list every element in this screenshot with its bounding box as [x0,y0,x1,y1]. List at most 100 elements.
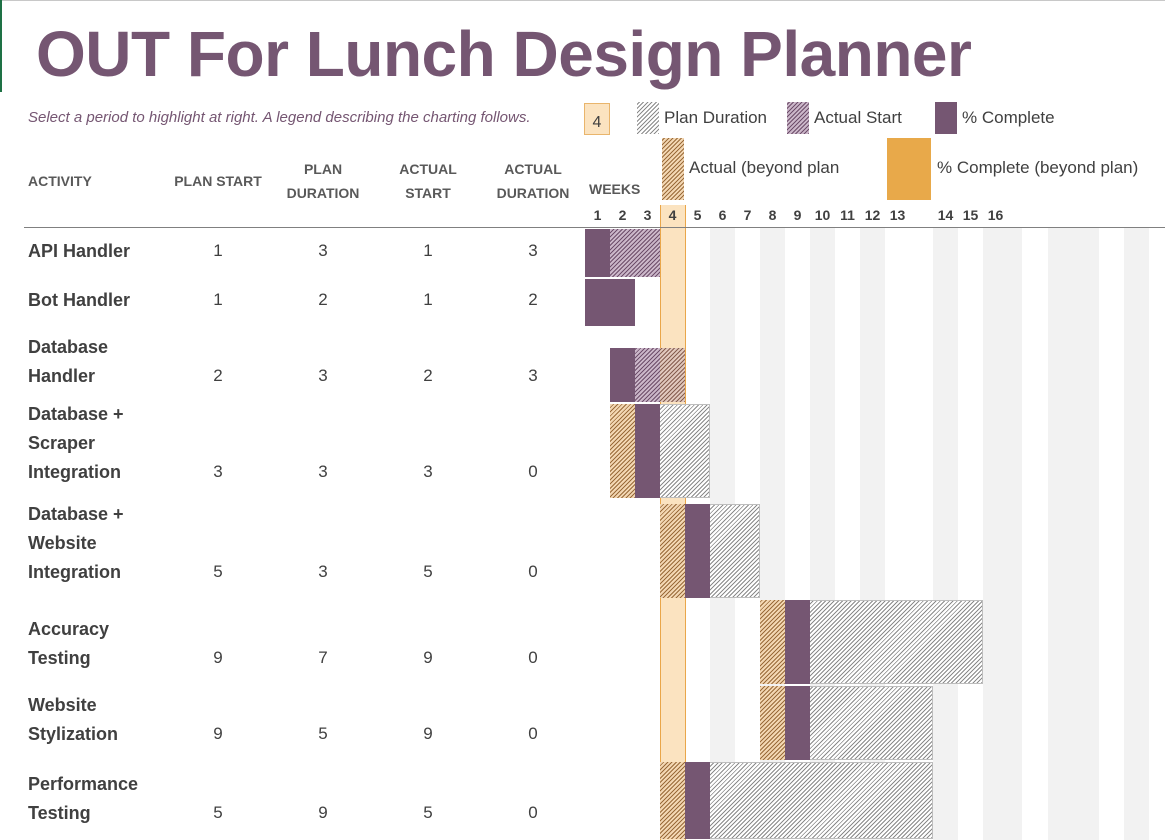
page-title: OUT For Lunch Design Planner [36,18,972,90]
activity-name: Database + [28,504,124,524]
week-number-label: 6 [718,207,727,223]
activity-actual-start-value: 9 [423,648,433,667]
activity-name: Database [28,337,109,357]
activity-name: Website [28,695,97,715]
column-header-plan-start: PLAN START [174,173,262,189]
activity-actual-start-value: 5 [423,803,433,822]
legend-plan-duration-label: Plan Duration [664,108,768,127]
activity-actual-start-value: 1 [423,241,433,260]
legend-actual-start-label: Actual Start [814,108,902,127]
week-number-label: 3 [643,207,652,223]
activity-plan-duration-value: 2 [318,290,328,309]
activity-actual-duration-value: 3 [528,366,538,385]
week-number-label: 11 [840,207,855,223]
week-number-label: 9 [793,207,802,223]
activity-actual-duration-value: 2 [528,290,538,309]
activity-plan-start-value: 2 [213,366,223,385]
gantt-bar-plan-duration [685,762,933,839]
activity-name: Performance [28,774,139,794]
week-number-label: 12 [864,207,881,223]
gantt-bar-plan-duration [785,600,983,684]
week-number-label: 10 [814,207,831,223]
activity-plan-duration-value: 3 [318,241,328,260]
header-divider [24,227,1165,228]
activity-name: Integration [28,562,121,582]
activity-name: Testing [28,803,91,823]
week-number-label: 1 [593,207,602,223]
legend-plan-duration-swatch [637,102,659,134]
gantt-bar-actual-beyond-plan [660,504,685,598]
gantt-bar-percent-complete [685,504,710,598]
activity-plan-start-value: 5 [213,803,223,822]
activity-name: Stylization [28,724,119,744]
column-header-actual-duration-line1: ACTUAL [504,161,562,177]
activity-name: Website [28,533,97,553]
gantt-bar-percent-complete [685,762,710,839]
activity-actual-start-value: 5 [423,562,433,581]
subtitle-instructions: Select a period to highlight at right. A… [28,109,531,126]
legend-percent-complete-label: % Complete [962,108,1055,127]
activity-plan-start-value: 5 [213,562,223,581]
column-header-activity: ACTIVITY [28,173,92,189]
activity-name: Testing [28,648,91,668]
column-header-actual-start-line2: START [405,185,451,201]
activity-plan-start-value: 1 [213,290,223,309]
gantt-column-stripe [1124,228,1149,840]
activity-name: Scraper [28,433,96,453]
activity-plan-duration-value: 3 [318,562,328,581]
column-header-actual-duration: ACTUAL DURATION [483,157,583,205]
column-header-plan-duration-line2: DURATION [286,185,360,201]
activity-plan-duration-value: 3 [318,462,328,481]
column-header-actual-duration-line2: DURATION [496,185,570,201]
column-header-plan-duration: PLAN DURATION [273,157,373,205]
activity-name: Integration [28,462,121,482]
activity-name: API Handler [28,241,131,261]
week-number-label: 8 [768,207,777,223]
column-header-plan-duration-line1: PLAN [303,161,343,177]
week-number-label: 7 [743,207,752,223]
activity-actual-duration-value: 0 [528,462,538,481]
activity-name: Database + [28,404,124,424]
week-number-label: 4 [668,207,677,223]
activity-plan-start-value: 3 [213,462,223,481]
gantt-bar-actual-beyond-plan [760,600,785,684]
gantt-bar-percent-complete [635,404,660,498]
week-number-label: 5 [693,207,702,223]
activity-actual-start-value: 9 [423,724,433,743]
column-header-actual-start: ACTUAL START [378,157,478,205]
activity-actual-start-value: 2 [423,366,433,385]
gantt-bar-percent-complete [785,686,810,760]
activity-name: Accuracy [28,619,110,639]
activity-actual-duration-value: 0 [528,562,538,581]
gantt-bar-actual-beyond-plan [760,686,785,760]
week-number-label: 14 [937,207,954,223]
gantt-bar-actual-beyond-plan [660,762,685,839]
gantt-bar-percent-complete [585,279,635,326]
gantt-column-stripe [983,228,1022,840]
activity-actual-start-value: 3 [423,462,433,481]
column-header-actual-start-line1: ACTUAL [399,161,457,177]
gantt-bar-percent-complete [785,600,810,684]
activity-plan-duration-value: 7 [318,648,328,667]
week-number-label: 15 [962,207,979,223]
activity-actual-duration-value: 0 [528,803,538,822]
activity-plan-start-value: 1 [213,241,223,260]
week-number-label: 13 [889,207,906,223]
gantt-bar-percent-complete [610,348,635,402]
gantt-column-stripe [933,228,958,840]
activity-actual-start-value: 1 [423,290,433,309]
top-border [0,0,1165,1]
activity-plan-start-value: 9 [213,724,223,743]
period-highlight-input[interactable]: 4 [584,103,610,135]
activity-plan-start-value: 9 [213,648,223,667]
gantt-column-stripe [1048,228,1099,840]
column-header-weeks: WEEKS [589,181,641,197]
legend-percent-beyond-label: % Complete (beyond plan) [937,158,1139,177]
legend-percent-complete-swatch [935,102,957,134]
activity-name: Handler [28,366,96,386]
activity-plan-duration-value: 9 [318,803,328,822]
legend-actual-beyond-swatch [662,138,684,200]
activity-actual-duration-value: 3 [528,241,538,260]
activity-plan-duration-value: 5 [318,724,328,743]
legend-percent-beyond-swatch [887,138,931,200]
